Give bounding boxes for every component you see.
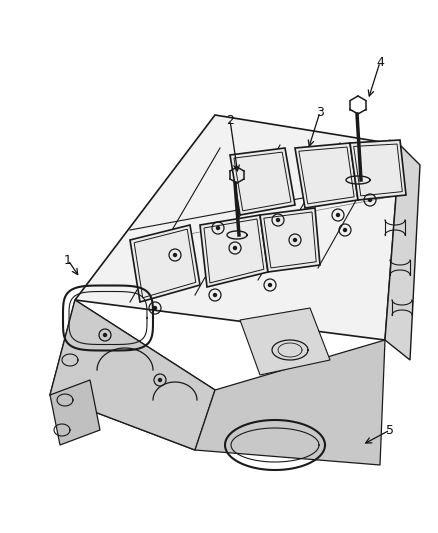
Circle shape [213,294,216,296]
Circle shape [233,246,237,249]
Circle shape [159,378,162,382]
Polygon shape [260,208,320,272]
Polygon shape [200,215,268,287]
Polygon shape [50,300,215,450]
Polygon shape [50,380,100,445]
Circle shape [173,254,177,256]
Circle shape [268,284,272,287]
Text: 5: 5 [386,424,394,437]
Text: 4: 4 [376,55,384,69]
Circle shape [103,334,106,336]
Text: 1: 1 [64,254,72,266]
Polygon shape [50,300,215,450]
Circle shape [293,238,297,241]
Polygon shape [350,140,406,200]
Polygon shape [130,225,200,302]
Circle shape [216,227,219,230]
Polygon shape [240,308,330,375]
Text: 3: 3 [316,106,324,118]
Circle shape [336,214,339,216]
Polygon shape [385,145,420,360]
Polygon shape [195,340,385,465]
Circle shape [276,219,279,222]
Circle shape [368,198,371,201]
Polygon shape [295,143,358,208]
Circle shape [153,306,156,310]
Text: 2: 2 [226,114,234,126]
Circle shape [343,229,346,231]
Polygon shape [230,148,295,215]
Polygon shape [75,115,400,340]
